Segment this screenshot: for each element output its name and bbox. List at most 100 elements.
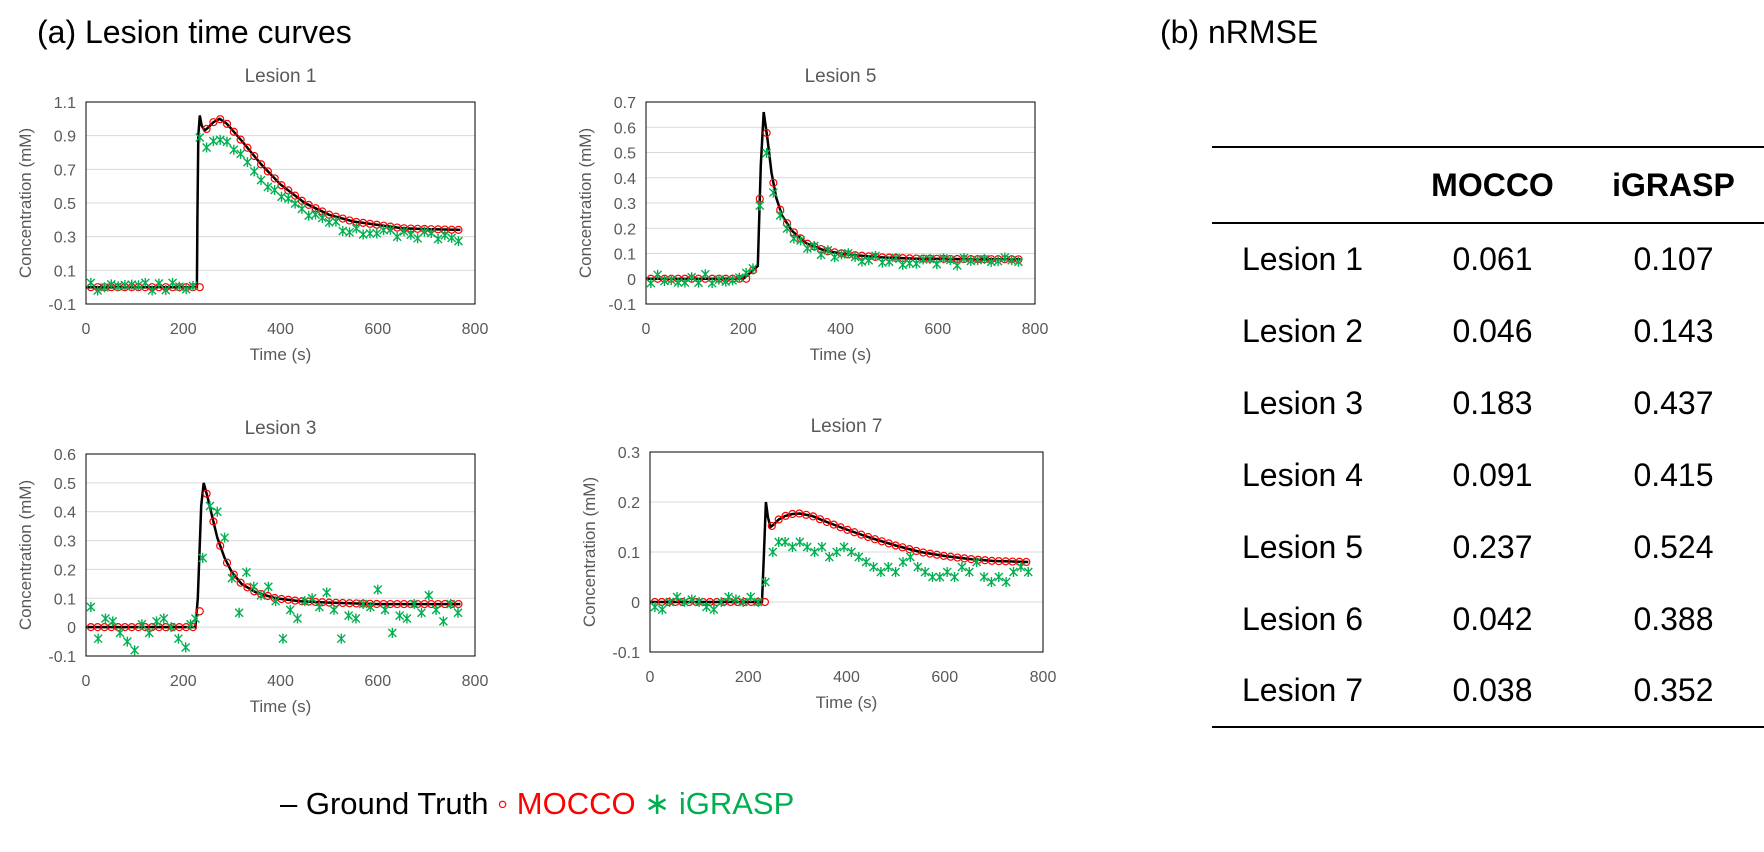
lesion-3-chart: Lesion 3 -0.1 0 0.1 0.2 0.3 0.4 0.5 0.6 0 200 400 60… bbox=[16, 418, 488, 716]
mocco-point bbox=[243, 143, 252, 152]
igrasp-point bbox=[314, 601, 324, 612]
igrasp-point bbox=[830, 252, 840, 263]
chart-legend: – Ground Truth ◦ MOCCO ∗ iGRASP bbox=[280, 784, 794, 822]
x-tick-label: 0 bbox=[642, 321, 651, 338]
igrasp-point bbox=[817, 542, 827, 552]
mocco-value: 0.038 bbox=[1452, 672, 1533, 708]
table-row: Lesion 1 0.061 0.107 bbox=[1212, 223, 1764, 295]
igrasp-point bbox=[789, 233, 799, 244]
igrasp-point bbox=[746, 592, 756, 602]
igrasp-point bbox=[365, 601, 375, 612]
igrasp-value: 0.437 bbox=[1633, 384, 1714, 421]
mocco-point bbox=[195, 283, 204, 292]
igrasp-point bbox=[215, 134, 225, 145]
igrasp-point bbox=[234, 607, 244, 618]
igrasp-point bbox=[898, 557, 908, 567]
ground-truth-line bbox=[86, 115, 461, 289]
y-tick-label: 1.1 bbox=[54, 95, 76, 112]
mocco-point bbox=[243, 583, 252, 592]
mocco-point bbox=[222, 119, 232, 128]
igrasp-point bbox=[270, 185, 280, 196]
ground-truth-line bbox=[646, 111, 1021, 281]
igrasp-point bbox=[932, 259, 942, 270]
x-tick-label: 200 bbox=[170, 321, 197, 338]
y-tick-label: 0.1 bbox=[618, 545, 640, 562]
mocco-point bbox=[216, 541, 225, 550]
igrasp-point bbox=[687, 272, 697, 283]
igrasp-point bbox=[438, 616, 448, 627]
igrasp-point bbox=[385, 224, 395, 235]
igrasp-point bbox=[174, 281, 184, 292]
mocco-value: 0.042 bbox=[1452, 600, 1533, 637]
y-tick-label: 0.7 bbox=[54, 162, 76, 179]
chart-title: Lesion 7 bbox=[811, 416, 883, 437]
igrasp-point bbox=[738, 597, 748, 607]
legend-mocco-label: MOCCO bbox=[516, 785, 636, 821]
igrasp-point bbox=[854, 552, 864, 562]
igrasp-point bbox=[293, 613, 303, 624]
igrasp-point bbox=[242, 157, 252, 168]
igrasp-point bbox=[782, 223, 792, 234]
row-label: Lesion 4 bbox=[1242, 456, 1363, 493]
y-tick-label: 0 bbox=[627, 272, 636, 289]
igrasp-point bbox=[413, 233, 423, 244]
mocco-point bbox=[843, 525, 852, 534]
igrasp-point bbox=[787, 542, 797, 552]
igrasp-point bbox=[188, 281, 198, 292]
igrasp-point bbox=[358, 599, 368, 610]
panel-b-title: (b) nRMSE bbox=[1160, 14, 1319, 50]
igrasp-point bbox=[707, 278, 717, 289]
igrasp-point bbox=[748, 263, 758, 274]
igrasp-point bbox=[263, 182, 273, 193]
mocco-point bbox=[222, 558, 232, 567]
y-tick-label: 0 bbox=[631, 595, 640, 612]
igrasp-point bbox=[195, 132, 205, 143]
mocco-point bbox=[762, 128, 771, 138]
igrasp-point bbox=[317, 212, 327, 223]
chart-title: Lesion 3 bbox=[245, 418, 317, 439]
igrasp-point bbox=[373, 584, 383, 595]
igrasp-point bbox=[884, 256, 894, 267]
igrasp-point bbox=[345, 227, 355, 238]
mocco-point bbox=[216, 115, 225, 124]
igrasp-point bbox=[278, 633, 288, 644]
mocco-point bbox=[769, 178, 778, 187]
igrasp-point bbox=[152, 616, 162, 627]
igrasp-point bbox=[113, 281, 123, 292]
x-tick-label: 800 bbox=[1022, 321, 1049, 338]
x-tick-label: 400 bbox=[833, 669, 860, 686]
x-tick-label: 800 bbox=[1030, 669, 1057, 686]
igrasp-point bbox=[336, 633, 346, 644]
mocco-point bbox=[454, 225, 463, 234]
igrasp-value: 0.352 bbox=[1633, 672, 1714, 708]
mocco-point bbox=[263, 167, 272, 176]
mocco-point bbox=[270, 174, 279, 183]
igrasp-point bbox=[816, 249, 826, 260]
igrasp-point bbox=[100, 613, 110, 624]
igrasp-point bbox=[734, 272, 744, 283]
igrasp-point bbox=[832, 547, 842, 557]
igrasp-point bbox=[322, 587, 332, 598]
igrasp-value: 0.107 bbox=[1633, 241, 1714, 277]
y-tick-label: 0.6 bbox=[54, 447, 76, 464]
igrasp-point bbox=[700, 269, 710, 280]
y-tick-label: 0.4 bbox=[614, 171, 636, 188]
igrasp-point bbox=[440, 230, 450, 241]
x-tick-label: 600 bbox=[931, 669, 958, 686]
igrasp-point bbox=[202, 142, 212, 153]
igrasp-point bbox=[399, 226, 409, 237]
x-tick-label: 200 bbox=[170, 673, 197, 690]
igrasp-point bbox=[994, 572, 1004, 582]
igrasp-point bbox=[724, 592, 734, 602]
igrasp-value: 0.524 bbox=[1633, 528, 1714, 565]
x-tick-label: 600 bbox=[364, 321, 391, 338]
y-tick-label: -0.1 bbox=[48, 297, 76, 314]
igrasp-point bbox=[154, 278, 164, 289]
mocco-point bbox=[822, 517, 831, 527]
y-tick-label: 0.2 bbox=[614, 221, 636, 238]
igrasp-point bbox=[409, 599, 419, 610]
table-header-mocco: MOCCO bbox=[1431, 166, 1554, 203]
igrasp-point bbox=[392, 231, 402, 242]
igrasp-point bbox=[304, 210, 314, 221]
igrasp-point bbox=[877, 257, 887, 268]
